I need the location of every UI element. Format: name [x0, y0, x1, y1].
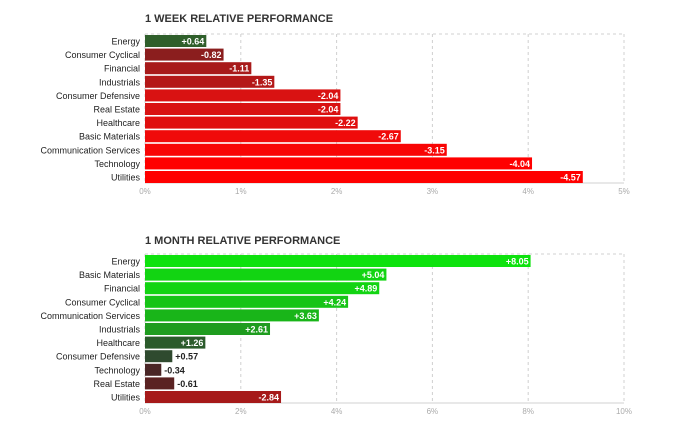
chart-1-bar — [145, 48, 224, 61]
chart-1-title: 1 WEEK RELATIVE PERFORMANCE — [145, 13, 333, 25]
chart-2-bar-value-label: -0.34 — [164, 365, 185, 375]
chart-2-category-label: Energy — [111, 257, 140, 267]
chart-1-category-label: Consumer Defensive — [56, 91, 140, 101]
chart-1-category-label: Basic Materials — [79, 132, 141, 142]
chart-1-category-label: Industrials — [99, 77, 141, 87]
chart-2-bar-value-label: -0.61 — [177, 379, 198, 389]
chart-1-category-label: Technology — [94, 159, 140, 169]
chart-2-bar-value-label: +3.63 — [294, 311, 317, 321]
chart-2-bar — [145, 323, 271, 335]
chart-1-category-label: Real Estate — [93, 105, 140, 115]
chart-2-category-label: Healthcare — [96, 338, 140, 348]
chart-1-bar-value-label: -2.22 — [335, 118, 356, 128]
chart-2-bar-value-label: +4.89 — [354, 284, 377, 294]
chart-2-bar-value-label: +1.26 — [181, 338, 204, 348]
chart-2-bar — [145, 309, 319, 322]
chart-1-x-tick-label: 3% — [427, 187, 439, 196]
chart-2-category-label: Consumer Defensive — [56, 352, 140, 362]
chart-1-bar-value-label: -1.11 — [229, 64, 249, 74]
chart-1-category-label: Healthcare — [96, 118, 140, 128]
chart-2-bar — [145, 391, 282, 403]
chart-2-bar — [145, 268, 387, 281]
chart-2-bar-value-label: +5.04 — [362, 270, 385, 280]
chart-1-bar — [145, 157, 533, 170]
chart-1-x-tick-label: 1% — [235, 187, 247, 196]
chart-2-category-label: Basic Materials — [79, 270, 141, 280]
chart-2-bar-value-label: +8.05 — [506, 257, 529, 267]
chart-1-bar-value-label: -2.67 — [378, 132, 399, 142]
chart-1-bar — [145, 89, 341, 102]
chart-2-x-tick-label: 8% — [522, 407, 534, 416]
chart-2-x-tick-label: 0% — [139, 407, 151, 416]
chart-1-category-label: Financial — [104, 64, 140, 74]
chart-2-x-tick-label: 2% — [235, 407, 247, 416]
chart-2-bar — [145, 255, 531, 267]
chart-1-bar — [145, 35, 207, 47]
chart-2-bar-value-label: +2.61 — [245, 325, 268, 335]
chart-2-bar — [145, 350, 173, 363]
chart-2-x-tick-label: 10% — [616, 407, 632, 416]
chart-1-bar — [145, 171, 583, 183]
chart-1-bar — [145, 103, 341, 115]
chart-1-bar-value-label: +0.64 — [182, 37, 205, 47]
chart-1-bar-value-label: -1.35 — [252, 77, 273, 87]
chart-2-x-tick-label: 6% — [427, 407, 439, 416]
chart-1-bar — [145, 143, 447, 156]
chart-1-x-tick-label: 5% — [618, 187, 630, 196]
chart-1-bar-value-label: -0.82 — [201, 50, 222, 60]
chart-1-bar-value-label: -2.04 — [318, 91, 339, 101]
chart-2-bar-value-label: -2.84 — [259, 393, 280, 403]
chart-1-category-label: Consumer Cyclical — [65, 50, 140, 60]
chart-2-title: 1 MONTH RELATIVE PERFORMANCE — [145, 235, 340, 247]
chart-2-category-label: Financial — [104, 284, 140, 294]
chart-1-category-label: Energy — [111, 37, 140, 47]
chart-1-bar — [145, 116, 358, 129]
chart-2-category-label: Communication Services — [40, 311, 140, 321]
chart-2-bar — [145, 295, 349, 308]
chart-2-category-label: Real Estate — [93, 379, 140, 389]
chart-2-category-label: Industrials — [99, 325, 141, 335]
chart-1-bar — [145, 75, 275, 88]
chart-2-category-label: Technology — [94, 365, 140, 375]
chart-1-bar-value-label: -4.57 — [560, 173, 581, 183]
chart-2-bar — [145, 363, 162, 376]
chart-2-category-label: Utilities — [111, 393, 141, 403]
chart-2-bar — [145, 377, 175, 390]
chart-1-x-tick-label: 4% — [522, 187, 534, 196]
chart-2-category-label: Consumer Cyclical — [65, 297, 140, 307]
chart-1-bar — [145, 62, 252, 75]
chart-1-bar — [145, 130, 401, 143]
chart-2-x-tick-label: 4% — [331, 407, 343, 416]
chart-1-bar-value-label: -4.04 — [510, 159, 531, 169]
chart-1-bar-value-label: -2.04 — [318, 105, 339, 115]
chart-2-bar-value-label: +4.24 — [323, 297, 346, 307]
chart-2-bar — [145, 336, 206, 349]
chart-1-category-label: Communication Services — [40, 145, 140, 155]
chart-1-category-label: Utilities — [111, 173, 141, 183]
chart-2-bar — [145, 282, 380, 295]
chart-1-x-tick-label: 0% — [139, 187, 151, 196]
chart-2-bar-value-label: +0.57 — [175, 352, 198, 362]
chart-1-bar-value-label: -3.15 — [424, 145, 445, 155]
chart-1-x-tick-label: 2% — [331, 187, 343, 196]
